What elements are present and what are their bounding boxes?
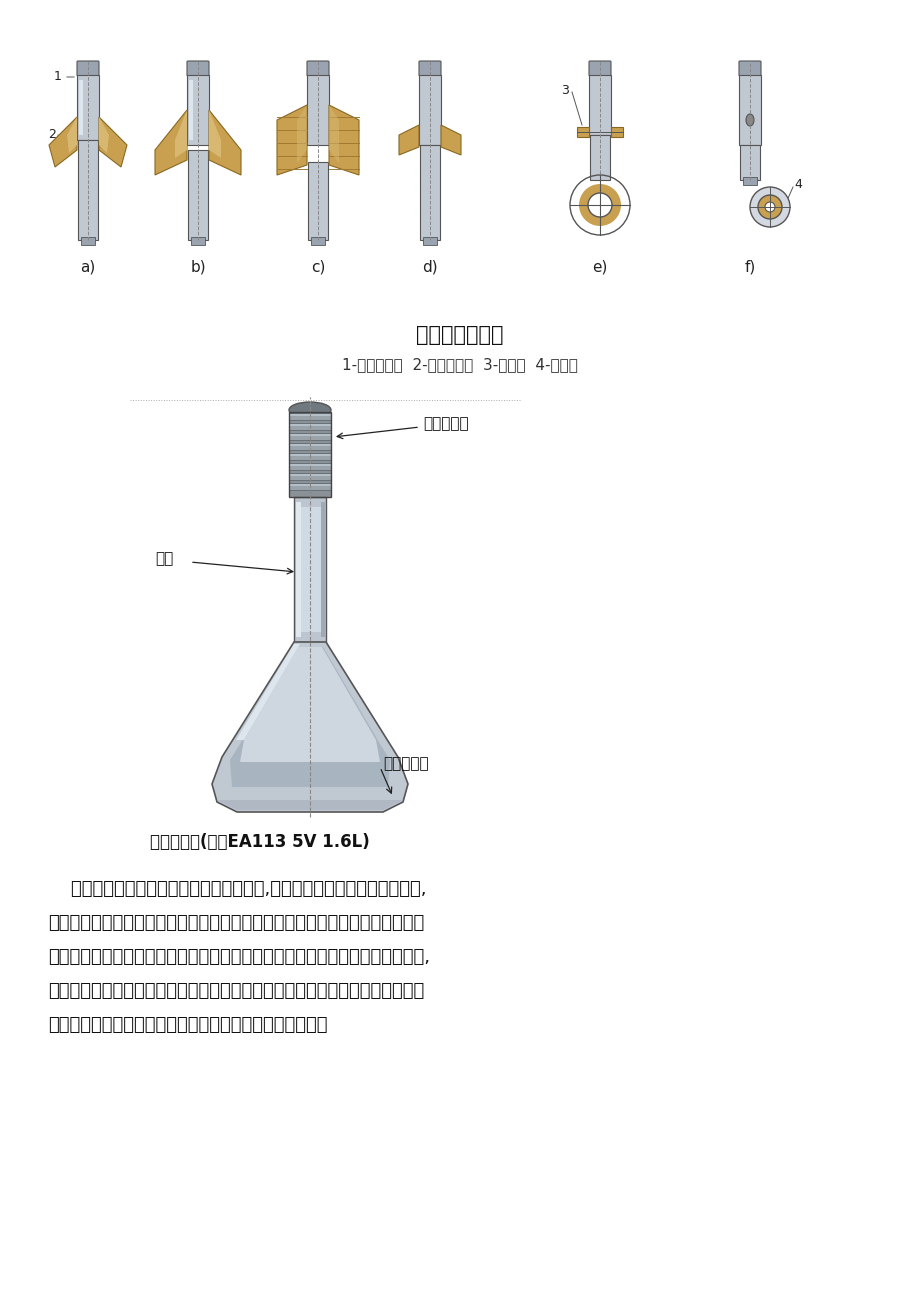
Polygon shape	[209, 109, 241, 174]
Text: 镶装硬合金: 镶装硬合金	[382, 756, 428, 772]
Bar	[289, 484, 331, 486]
Text: b): b)	[190, 260, 206, 275]
Polygon shape	[154, 109, 187, 174]
Text: 3: 3	[561, 83, 568, 96]
Polygon shape	[209, 109, 221, 158]
Text: e): e)	[592, 260, 607, 275]
Polygon shape	[67, 117, 77, 154]
Circle shape	[757, 195, 781, 219]
FancyBboxPatch shape	[418, 61, 440, 76]
Text: 2: 2	[48, 129, 56, 142]
Circle shape	[587, 193, 611, 217]
FancyBboxPatch shape	[187, 61, 209, 76]
Polygon shape	[240, 647, 380, 762]
Polygon shape	[329, 105, 338, 163]
Bar	[289, 414, 331, 417]
Bar	[289, 434, 331, 440]
Bar	[289, 474, 331, 477]
Bar	[289, 413, 331, 421]
Bar	[420, 145, 439, 240]
Bar	[588, 76, 610, 135]
Bar	[738, 76, 760, 145]
Bar	[418, 76, 440, 145]
Bar	[289, 464, 331, 470]
Text: 气门杆有较高的加工精度和较低的粗糙度,与气门导管保持较小的配合间隙,: 气门杆有较高的加工精度和较低的粗糙度,与气门导管保持较小的配合间隙,	[48, 880, 426, 898]
Ellipse shape	[745, 115, 754, 126]
Polygon shape	[217, 799, 403, 810]
Circle shape	[749, 187, 789, 227]
Polygon shape	[236, 644, 300, 740]
FancyBboxPatch shape	[588, 61, 610, 76]
Bar	[321, 503, 324, 637]
Bar	[289, 411, 331, 497]
Bar	[610, 128, 622, 137]
Bar	[289, 453, 331, 460]
Polygon shape	[99, 117, 127, 167]
Bar	[289, 464, 331, 466]
Text: 1-气门尾端；  2-气门锁夹；  3-卡块；  4-圆柱销: 1-气门尾端； 2-气门锁夹； 3-卡块； 4-圆柱销	[342, 358, 577, 372]
Circle shape	[578, 184, 620, 227]
Bar	[187, 76, 209, 145]
Circle shape	[765, 202, 774, 212]
FancyBboxPatch shape	[307, 61, 329, 76]
Bar	[308, 161, 328, 240]
Bar	[743, 177, 756, 185]
Bar	[589, 135, 609, 180]
Bar	[739, 145, 759, 180]
Bar	[311, 237, 324, 245]
Text: 结构简单，工作可靠，拆装方便，因此得到了广泛的应用。气门锁夹内表面有多: 结构简单，工作可靠，拆装方便，因此得到了广泛的应用。气门锁夹内表面有多	[48, 982, 424, 1000]
Bar	[289, 454, 331, 456]
Bar	[289, 443, 331, 450]
Polygon shape	[399, 125, 418, 155]
FancyBboxPatch shape	[77, 61, 99, 76]
Bar	[298, 506, 322, 631]
FancyBboxPatch shape	[738, 61, 760, 76]
Text: 以减小磨损，并起到良好的导向和散热作用。气门尾端的形状决定于上气门弹簧: 以减小磨损，并起到良好的导向和散热作用。气门尾端的形状决定于上气门弹簧	[48, 914, 424, 932]
Bar	[79, 79, 83, 135]
Bar	[294, 497, 325, 642]
Bar	[289, 483, 331, 490]
Bar	[289, 411, 331, 497]
Text: a): a)	[80, 260, 96, 275]
Text: 充钠: 充钠	[154, 552, 173, 566]
Bar	[576, 128, 588, 137]
Bar	[77, 76, 99, 141]
Bar	[289, 423, 331, 430]
Polygon shape	[49, 117, 77, 167]
Polygon shape	[211, 642, 407, 812]
Bar	[296, 503, 301, 637]
Bar	[187, 150, 208, 240]
Text: 1: 1	[54, 70, 62, 83]
Text: d): d)	[422, 260, 437, 275]
Polygon shape	[99, 117, 108, 154]
Polygon shape	[297, 105, 307, 163]
Polygon shape	[329, 105, 358, 174]
Text: 种形状，相应地气门尾端也有各种不同形状的气门锁夹槽。: 种形状，相应地气门尾端也有各种不同形状的气门锁夹槽。	[48, 1016, 327, 1034]
Bar	[289, 434, 331, 436]
Bar	[289, 444, 331, 447]
Polygon shape	[440, 125, 460, 155]
Text: f): f)	[743, 260, 754, 275]
Polygon shape	[175, 109, 187, 158]
Bar	[188, 79, 193, 141]
Bar	[78, 141, 98, 240]
Bar	[307, 76, 329, 145]
Bar	[423, 237, 437, 245]
Bar	[81, 237, 95, 245]
Text: 嵌装硬合金: 嵌装硬合金	[423, 417, 468, 431]
Bar	[289, 424, 331, 426]
Text: c): c)	[311, 260, 324, 275]
Text: 充钠排气门(捷达EA113 5V 1.6L): 充钠排气门(捷达EA113 5V 1.6L)	[150, 833, 369, 852]
Bar	[289, 473, 331, 480]
Bar	[191, 237, 205, 245]
Text: 气门尾端的形状: 气门尾端的形状	[415, 326, 504, 345]
Text: 4: 4	[793, 178, 801, 191]
Polygon shape	[230, 647, 390, 786]
Ellipse shape	[289, 402, 331, 418]
Polygon shape	[277, 105, 307, 174]
Text: 座的固定方式。采用剖分成两半且外表面为锥面的气门锁夹来固定上气门弹簧座,: 座的固定方式。采用剖分成两半且外表面为锥面的气门锁夹来固定上气门弹簧座,	[48, 948, 429, 966]
